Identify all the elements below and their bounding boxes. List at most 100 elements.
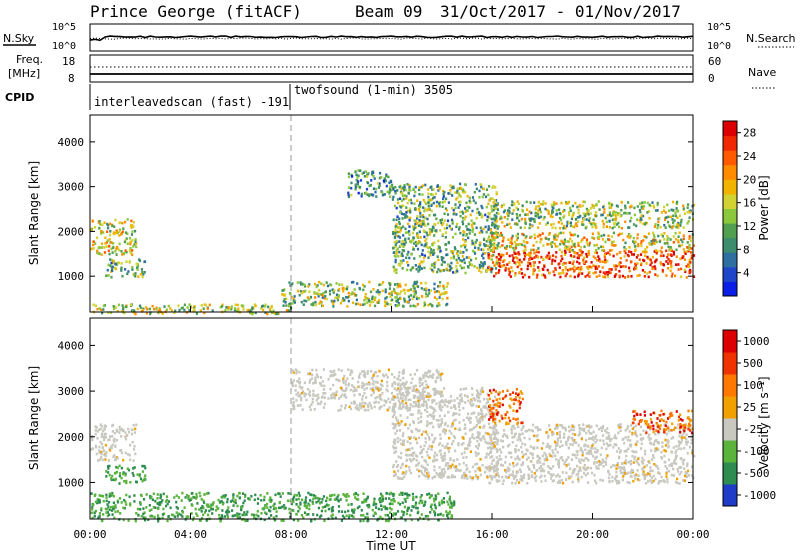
power-cell: [165, 308, 168, 311]
power-cell: [560, 201, 563, 205]
velocity-cell: [634, 455, 637, 459]
power-cell: [491, 261, 495, 264]
power-cell: [293, 295, 296, 298]
velocity-cell: [463, 476, 466, 480]
velocity-cell: [427, 395, 430, 398]
velocity-cell: [587, 449, 590, 453]
velocity-cell: [479, 473, 482, 477]
velocity-cell: [98, 445, 101, 449]
power-cell: [333, 289, 336, 292]
velocity-cell: [678, 429, 682, 432]
power-cell: [113, 307, 116, 311]
velocity-cell: [437, 423, 440, 426]
velocity-cell: [606, 427, 609, 430]
power-cell: [405, 195, 408, 198]
power-cell: [343, 299, 346, 302]
power-cell: [608, 201, 611, 205]
power-cell: [638, 208, 641, 212]
power-cell: [389, 303, 392, 306]
power-cell: [417, 296, 421, 300]
power-cell: [572, 260, 575, 263]
power-cell: [510, 245, 513, 248]
velocity-cell: [594, 479, 597, 483]
velocity-cell: [639, 425, 642, 429]
velocity-cell: [495, 398, 498, 401]
power-cell: [128, 260, 131, 263]
power-cell: [452, 208, 455, 212]
power-cell: [314, 296, 317, 299]
power-cell: [484, 213, 487, 217]
velocity-cell: [337, 378, 340, 382]
power-cell: [435, 230, 438, 234]
velocity-cell: [335, 390, 338, 394]
power-cell: [399, 244, 402, 248]
power-cell: [524, 248, 527, 252]
power-cell: [618, 264, 621, 267]
power-cell: [409, 209, 412, 213]
velocity-cell: [478, 396, 481, 400]
power-cell: [451, 207, 454, 210]
power-cell: [110, 247, 113, 251]
velocity-cell: [444, 470, 447, 474]
power-cell: [621, 274, 624, 278]
velocity-cell: [406, 440, 409, 443]
power-cell: [380, 176, 383, 179]
velocity-cell: [390, 398, 393, 401]
velocity-cell: [398, 424, 401, 427]
velocity-cell: [534, 426, 537, 429]
velocity-cell: [401, 463, 404, 467]
power-cell: [499, 258, 502, 262]
velocity-cell: [488, 411, 491, 415]
power-cell: [433, 196, 436, 199]
power-cell: [416, 233, 419, 237]
velocity-cell: [361, 386, 364, 389]
velocity-cell: [402, 371, 405, 374]
velocity-cell: [475, 405, 478, 408]
power-cell: [266, 312, 269, 316]
freq-label: Freq.: [16, 53, 43, 66]
power-cell: [600, 213, 603, 217]
velocity-cell: [312, 392, 315, 396]
power-cell: [614, 211, 617, 214]
power-cell: [640, 214, 643, 217]
velocity-cell: [414, 454, 417, 457]
power-cell: [484, 225, 487, 229]
power-cell: [270, 306, 273, 309]
power-cell: [639, 220, 642, 224]
velocity-cell: [450, 425, 453, 428]
velocity-cell: [427, 398, 430, 402]
power-cell: [536, 213, 540, 216]
velocity-cell: [319, 402, 322, 406]
velocity-cell: [542, 442, 545, 445]
velocity-cell: [515, 471, 518, 475]
power-cell: [644, 235, 647, 238]
power-cell: [608, 213, 611, 217]
power-cell: [666, 238, 669, 241]
power-cell: [431, 188, 434, 191]
power-cell: [394, 190, 397, 193]
power-cell: [502, 236, 505, 239]
power-cell: [688, 258, 691, 262]
power-cell: [422, 206, 425, 209]
power-cell: [346, 296, 349, 299]
power-cell: [316, 284, 319, 287]
velocity-cell: [644, 449, 647, 453]
power-cell: [609, 271, 612, 274]
power-cell: [369, 183, 372, 187]
power-cell: [111, 265, 114, 269]
power-cell: [660, 246, 663, 249]
velocity-cell: [673, 460, 676, 463]
velocity-cell: [682, 462, 685, 466]
power-cell: [682, 234, 685, 237]
velocity-cell: [406, 404, 409, 408]
velocity-cell: [686, 464, 689, 468]
power-cell: [668, 259, 671, 263]
velocity-cell: [670, 437, 673, 440]
velocity-cell: [297, 391, 300, 395]
power-cell: [105, 274, 108, 278]
power-cell: [268, 308, 272, 311]
power-cell: [663, 205, 666, 209]
velocity-cell: [680, 447, 683, 451]
power-cell: [118, 228, 122, 231]
velocity-cell: [581, 453, 584, 457]
